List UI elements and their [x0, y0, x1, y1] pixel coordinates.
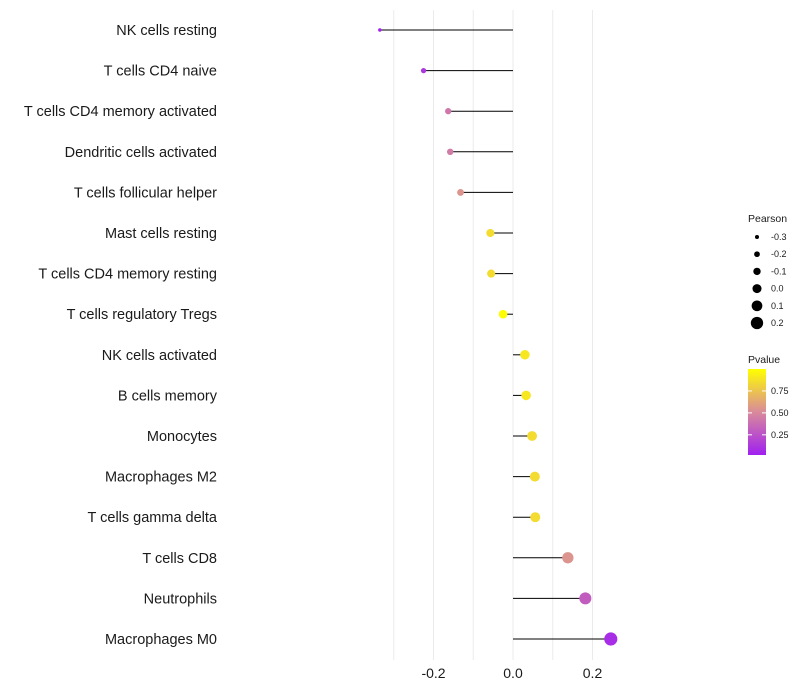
category-label: T cells CD8 [142, 551, 217, 567]
lollipop-point [527, 431, 537, 441]
pvalue-colorbar [748, 369, 766, 455]
lollipop-point [520, 350, 530, 360]
category-label: Macrophages M0 [105, 632, 217, 648]
category-label: Macrophages M2 [105, 470, 217, 486]
lollipop-point [579, 592, 592, 605]
x-tick-label: -0.2 [421, 665, 445, 681]
color-legend-label: 0.25 [771, 430, 789, 440]
x-axis-ticks: -0.2 0.0 0.2 [421, 665, 602, 681]
category-label: B cells memory [118, 388, 218, 404]
category-label: T cells follicular helper [74, 185, 217, 201]
size-legend-label: -0.3 [771, 232, 787, 242]
category-label: T cells regulatory Tregs [67, 307, 217, 323]
category-label: Mast cells resting [105, 226, 217, 242]
size-legend-label: 0.1 [771, 301, 784, 311]
size-legend-title: Pearson [748, 213, 787, 225]
size-legend-dot [752, 284, 762, 294]
category-label: NK cells resting [116, 23, 217, 39]
category-labels: NK cells resting T cells CD4 naive T cells… [24, 23, 218, 648]
pearson-size-legend: Pearson -0.3 -0.2 -0.1 0.0 0.1 0.2 [748, 213, 787, 330]
size-legend-dot [754, 234, 760, 240]
category-label: T cells CD4 memory activated [24, 104, 217, 120]
size-legend-dot [750, 316, 764, 330]
x-tick-label: 0.0 [503, 665, 523, 681]
lollipop-point [498, 309, 508, 319]
x-tick-label: 0.2 [583, 665, 603, 681]
lollipop-point [604, 632, 618, 646]
lollipop-point [445, 108, 452, 115]
category-label: T cells CD4 naive [104, 64, 217, 80]
size-legend-dot [754, 251, 760, 258]
lollipop-point [529, 471, 540, 482]
lollipop-point [446, 148, 454, 155]
lollipop-point [487, 269, 496, 278]
lollipop-point [420, 67, 427, 74]
point-layer [378, 28, 618, 646]
lollipop-point [457, 188, 464, 196]
lollipop-point [378, 28, 382, 32]
lollipop-point [562, 552, 574, 564]
category-label: NK cells activated [102, 348, 217, 364]
lollipop-point [521, 390, 531, 401]
category-label: Monocytes [147, 429, 217, 445]
pvalue-color-legend: Pvalue 0.75 0.50 0.25 [748, 354, 789, 455]
color-legend-title: Pvalue [748, 354, 780, 366]
stem-layer [379, 29, 611, 640]
size-legend-dot [751, 300, 763, 312]
color-legend-label: 0.50 [771, 408, 789, 418]
size-legend-label: 0.2 [771, 318, 784, 328]
lollipop-point [486, 228, 495, 238]
color-legend-label: 0.75 [771, 386, 789, 396]
category-label: Neutrophils [144, 591, 217, 607]
size-legend-label: -0.2 [771, 249, 787, 259]
lollipop-point [530, 512, 541, 523]
category-label: Dendritic cells activated [65, 145, 217, 161]
size-legend-dot [753, 267, 761, 276]
size-legend-label: -0.1 [771, 266, 787, 276]
size-legend-label: 0.0 [771, 284, 784, 294]
grid-layer [393, 10, 593, 660]
category-label: T cells CD4 memory resting [38, 267, 217, 283]
category-label: T cells gamma delta [88, 510, 218, 526]
